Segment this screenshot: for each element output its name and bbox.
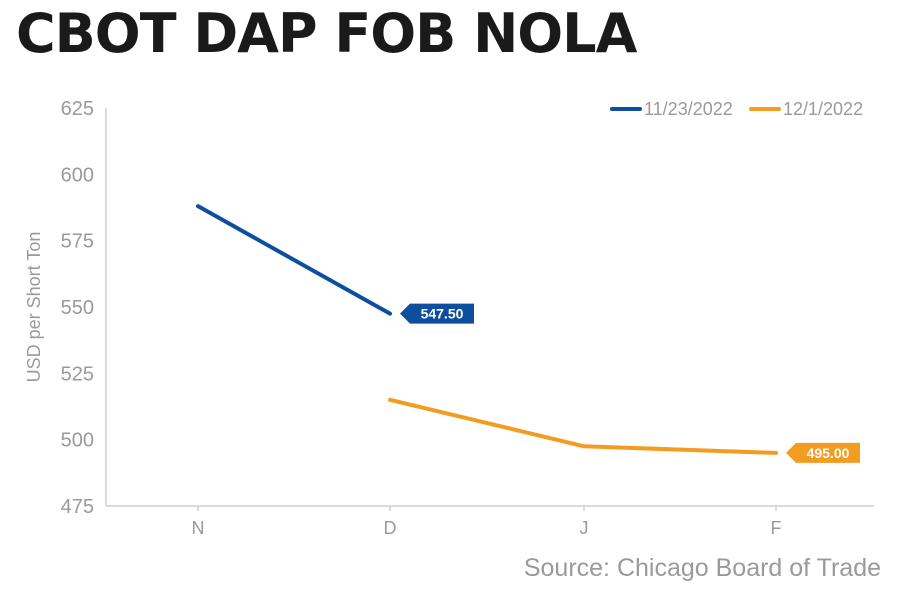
y-tick-label: 575 xyxy=(61,231,94,253)
y-tick-label: 475 xyxy=(61,496,94,518)
y-tick-label: 500 xyxy=(61,430,94,452)
series-line-2 xyxy=(388,397,778,455)
axes xyxy=(105,108,874,507)
x-tick-label: N xyxy=(192,518,205,538)
y-tick-label: 525 xyxy=(61,363,94,385)
end-tag-2 xyxy=(786,442,860,463)
y-tick-label: 550 xyxy=(61,297,94,319)
x-tick-label: J xyxy=(580,518,589,538)
x-tick-label: D xyxy=(384,518,397,538)
y-tick-labels: 475 500 525 550 575 600 625 xyxy=(61,98,94,518)
end-value-label-1: 547.50 xyxy=(421,306,464,322)
y-tick-label: 625 xyxy=(61,98,94,120)
end-value-label-2: 495.00 xyxy=(807,445,850,461)
legend-label-1: 11/23/2022 xyxy=(644,99,733,119)
x-tick-label: F xyxy=(771,518,782,538)
source-note: Source: Chicago Board of Trade xyxy=(523,554,881,582)
y-tick-label: 600 xyxy=(61,164,94,186)
y-axis-label: USD per Short Ton xyxy=(24,232,44,383)
series-line-1 xyxy=(196,204,392,316)
legend-label-2: 12/1/2022 xyxy=(783,99,863,119)
legend: 11/23/2022 12/1/2022 xyxy=(610,99,863,119)
end-tag-1 xyxy=(400,303,474,324)
end-value-tags: 547.50 495.00 xyxy=(400,303,860,463)
series-lines xyxy=(196,204,778,455)
chart-title: CBOT DAP FOB NOLA xyxy=(16,2,637,65)
